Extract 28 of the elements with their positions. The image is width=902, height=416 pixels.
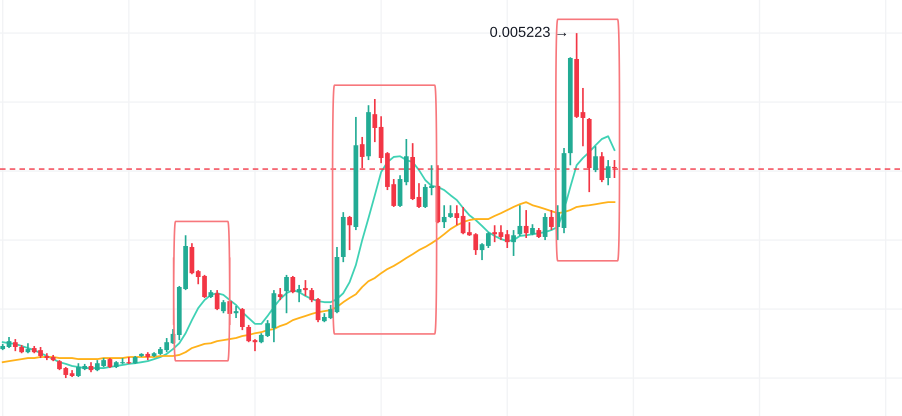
candlestick: [511, 229, 516, 257]
candlestick: [108, 357, 112, 369]
candlestick: [448, 204, 453, 219]
candlestick: [296, 284, 302, 304]
candlestick: [214, 289, 220, 311]
candlestick: [26, 342, 30, 354]
candlestick: [303, 279, 308, 297]
candlestick: [593, 145, 598, 173]
candlestick: [372, 98, 378, 143]
annotation: 0.005223 →: [490, 26, 566, 38]
candlestick: [221, 299, 226, 314]
candlestick: [94, 359, 100, 372]
candlestick: [12, 338, 18, 352]
candlestick: [530, 223, 535, 236]
candlestick: [290, 275, 296, 294]
candlestick: [347, 215, 352, 251]
candlestick: [234, 305, 238, 319]
candlestick: [284, 274, 289, 314]
candlestick: [88, 361, 94, 374]
candlestick: [278, 287, 283, 301]
candlestick: [240, 307, 245, 331]
candlestick: [542, 212, 548, 241]
candlestick: [518, 204, 522, 237]
candlestick: [549, 209, 554, 231]
candlestick: [442, 204, 447, 229]
candlestick: [524, 209, 529, 239]
candlestick: [606, 159, 611, 186]
candlestick: [536, 227, 542, 239]
